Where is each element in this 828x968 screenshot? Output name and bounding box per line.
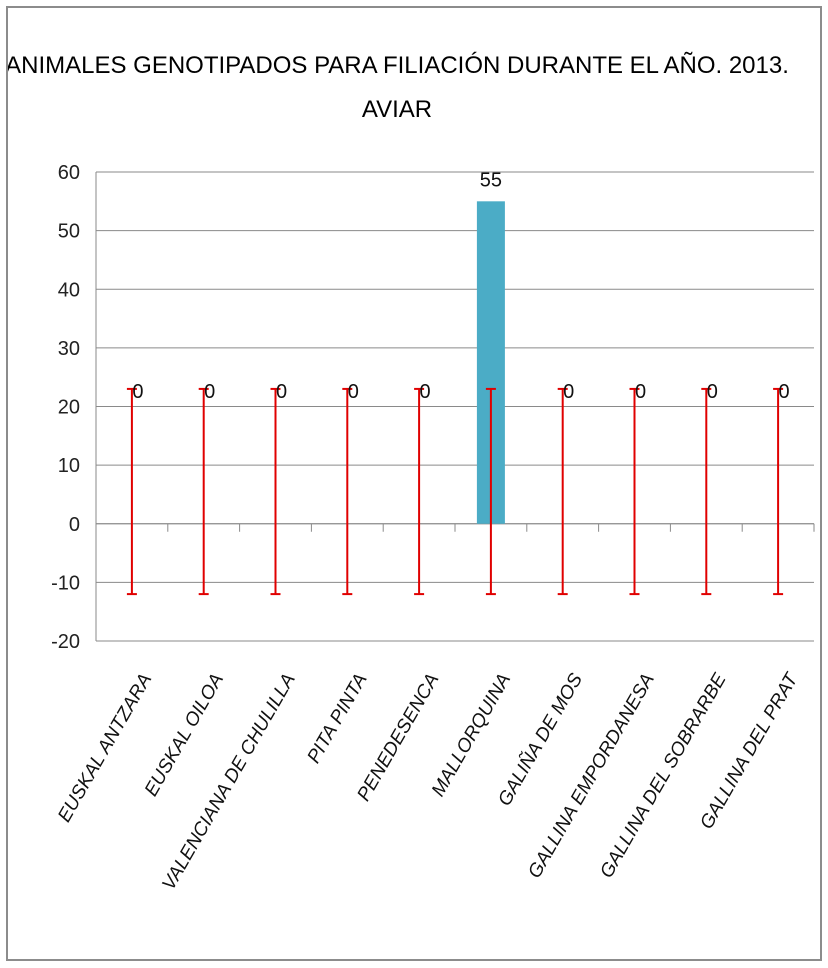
chart-title: ANIMALES GENOTIPADOS PARA FILIACIÓN DURA…	[8, 52, 789, 79]
y-tick-label: 50	[58, 221, 80, 243]
y-tick-label: 40	[58, 279, 80, 301]
error-bar	[557, 387, 568, 596]
axes	[95, 172, 815, 641]
data-label: 0	[204, 381, 215, 403]
error-bar	[198, 387, 209, 596]
error-bar	[773, 387, 784, 596]
data-label: 0	[348, 381, 359, 403]
data-label: 0	[420, 381, 431, 403]
y-tick-label: 20	[58, 397, 80, 419]
error-bar	[126, 387, 137, 596]
category-label: MALLORQUINA	[428, 670, 515, 800]
category-label: VALENCIANA DE CHULILLA	[158, 670, 299, 894]
y-tick-label: 0	[69, 514, 80, 536]
data-label: 0	[276, 381, 287, 403]
data-label: 0	[132, 381, 143, 403]
y-tick-label: 30	[58, 338, 80, 360]
error-bar	[270, 387, 281, 596]
category-label: GALLINA DEL SOBRARBE	[596, 670, 731, 882]
y-tick-label: 10	[58, 455, 80, 477]
y-tick-label: -20	[51, 631, 80, 653]
y-tick-label: 60	[58, 162, 80, 184]
error-bars	[126, 387, 784, 596]
error-bar	[414, 387, 425, 596]
category-label: EUSKAL OILOA	[141, 670, 228, 800]
y-axis-ticks: 60 50 40 30 20 10 0 -10 -20	[51, 162, 80, 653]
category-label: PITA PINTA	[303, 670, 371, 767]
data-label: 0	[563, 381, 574, 403]
y-tick-label: -10	[51, 572, 80, 594]
category-label: GALLINA EMPORDANESA	[524, 670, 659, 882]
chart-frame: ANIMALES GENOTIPADOS PARA FILIACIÓN DURA…	[6, 6, 822, 961]
error-bar	[701, 387, 712, 596]
data-label: 0	[707, 381, 718, 403]
chart-subtitle: AVIAR	[362, 96, 432, 123]
error-bar	[629, 387, 640, 596]
error-bar	[342, 387, 353, 596]
data-label: 55	[480, 169, 502, 191]
data-labels: 0 0 0 0 0 55 0 0 0 0	[132, 169, 789, 403]
chart-svg: ANIMALES GENOTIPADOS PARA FILIACIÓN DURA…	[8, 52, 815, 894]
error-bar	[485, 387, 496, 596]
data-label: 0	[635, 381, 646, 403]
category-label: EUSKAL ANTZARA	[54, 670, 156, 826]
data-label: 0	[779, 381, 790, 403]
